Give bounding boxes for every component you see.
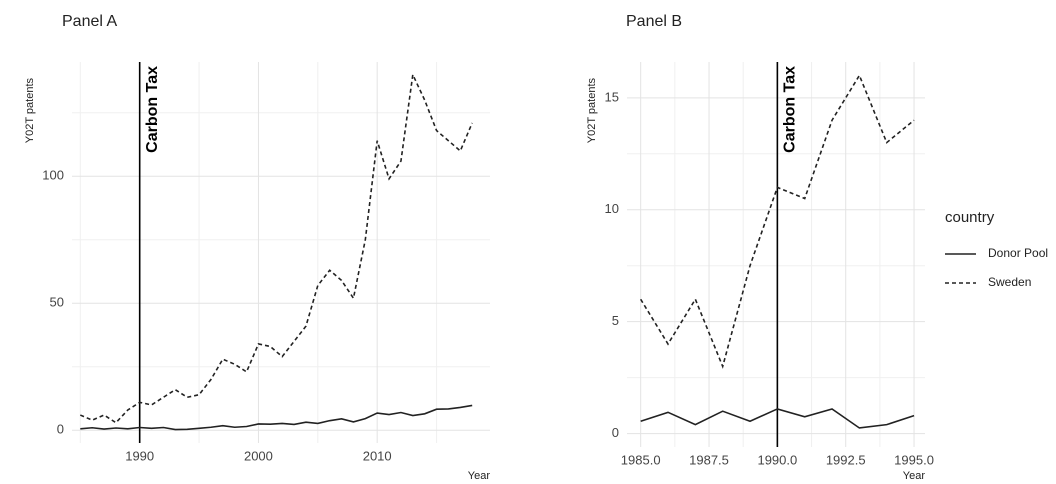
series-line <box>79 71 473 424</box>
panel-title: Panel B <box>626 13 682 30</box>
y-tick-label: 5 <box>612 313 619 328</box>
legend-title: country <box>945 209 995 226</box>
x-tick-label: 1990.0 <box>757 452 797 467</box>
series-line <box>639 73 915 369</box>
series-line <box>640 408 915 429</box>
x-tick-label: 1995.0 <box>894 452 934 467</box>
series-line <box>80 404 473 431</box>
y-tick-label: 10 <box>605 201 619 216</box>
x-axis-title: Year <box>903 470 926 482</box>
y-tick-label: 0 <box>57 422 64 437</box>
y-axis-title: Y02T patents <box>586 78 598 144</box>
x-tick-label: 1987.5 <box>689 452 729 467</box>
y-tick-label: 50 <box>50 295 64 310</box>
y-tick-label: 15 <box>605 89 619 104</box>
legend-label: Donor Pool <box>988 246 1048 260</box>
x-tick-label: 1985.0 <box>621 452 661 467</box>
x-tick-label: 1992.5 <box>826 452 866 467</box>
x-tick-label: 2010 <box>363 448 392 463</box>
legend-label: Sweden <box>988 275 1031 289</box>
y-axis-title: Y02T patents <box>24 78 36 144</box>
x-axis-title: Year <box>468 470 491 482</box>
annotation: Carbon Tax <box>782 66 799 153</box>
y-tick-label: 100 <box>42 168 64 183</box>
x-tick-label: 1990 <box>125 448 154 463</box>
y-tick-label: 0 <box>612 425 619 440</box>
x-tick-label: 2000 <box>244 448 273 463</box>
panel-title: Panel A <box>62 13 117 30</box>
annotation: Carbon Tax <box>144 66 161 153</box>
